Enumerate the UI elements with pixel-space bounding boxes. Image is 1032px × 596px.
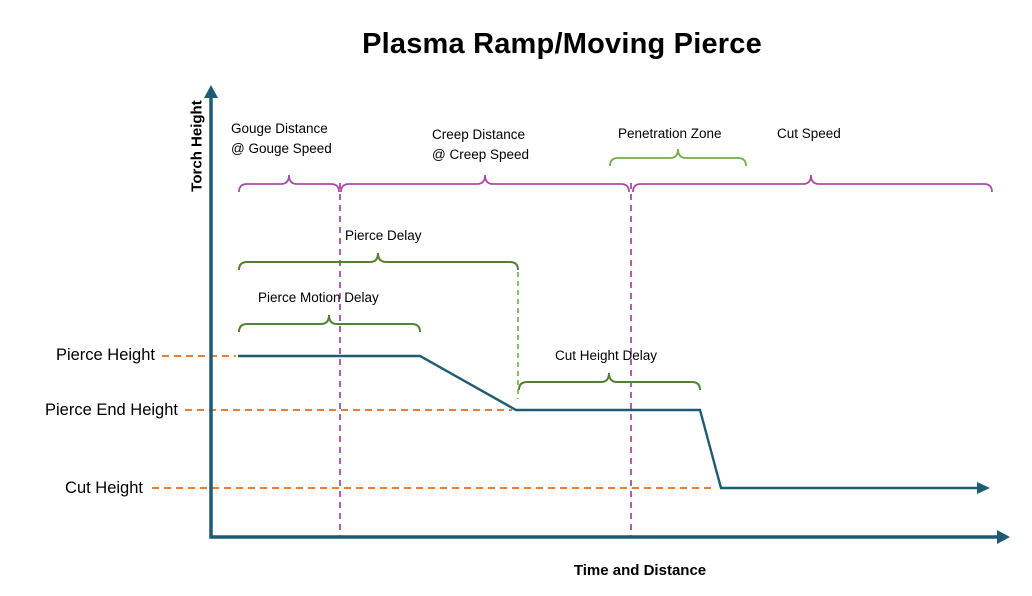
x-axis-label: Time and Distance (573, 562, 707, 579)
penetration-zone-bracket (609, 148, 747, 167)
pierce-height-label: Pierce Height (55, 346, 155, 364)
cut-height-delay-label: Cut Height Delay (555, 348, 658, 363)
diagram-title: Plasma Ramp/Moving Pierce (362, 28, 762, 60)
cut-height-label: Cut Height (65, 479, 143, 497)
x-axis-arrowhead (997, 530, 1010, 544)
pierce-delay-label: Pierce Delay (345, 228, 422, 243)
cut-speed-label: Cut Speed (777, 126, 841, 141)
pierce-motion-delay-bracket (238, 314, 421, 333)
cut-speed-bracket (632, 174, 993, 193)
gouge-distance-label: Gouge Distance @ Gouge Speed (231, 121, 332, 157)
creep-distance-bracket (340, 174, 630, 193)
curve-arrowhead (977, 482, 990, 494)
cut-height-delay-bracket (518, 372, 701, 391)
y-axis-arrowhead (204, 85, 218, 98)
pierce-motion-delay-label: Pierce Motion Delay (258, 290, 379, 305)
pierce-end-height-label: Pierce End Height (45, 401, 178, 419)
axes-lines (209, 95, 998, 539)
gouge-distance-bracket (238, 174, 340, 193)
creep-distance-label: Creep Distance @ Creep Speed (432, 127, 530, 163)
y-axis-label: Torch Height (188, 100, 206, 192)
penetration-zone-label: Penetration Zone (618, 126, 722, 141)
pierce-delay-bracket (238, 252, 519, 271)
torch-height-curve (238, 354, 979, 490)
